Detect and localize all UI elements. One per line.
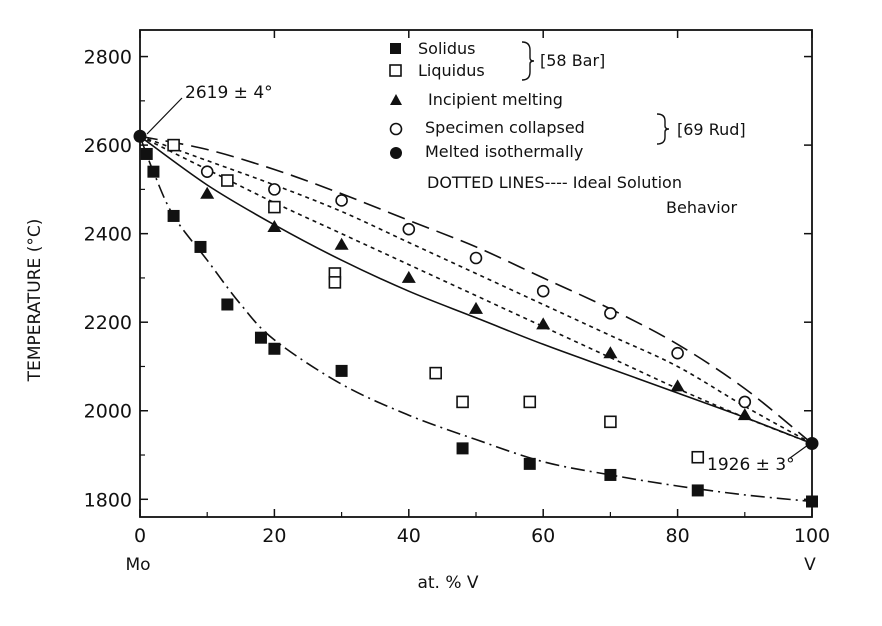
curves [139, 135, 813, 503]
point-specimen-collapsed [604, 307, 617, 320]
legend-label-solidus: Solidus [418, 39, 475, 58]
curve-solid [139, 135, 813, 445]
point-solidus [523, 457, 536, 470]
y-tick-label-1800: 1800 [84, 489, 132, 511]
point-specimen-collapsed [402, 222, 416, 236]
point-solidus [254, 331, 267, 344]
curve-dotted-upper [139, 135, 813, 445]
point-solidus [806, 495, 818, 508]
point-liquidus [221, 174, 234, 187]
x-tick-label-0: 0 [134, 525, 146, 547]
legend-note-line2: Behavior [666, 198, 737, 217]
x-tick-label-100: 100 [794, 525, 830, 547]
legend-brace-69rud [656, 113, 670, 145]
legend-label-liquidus: Liquidus [418, 61, 485, 80]
point-incipient-melting [469, 301, 483, 314]
curve-dotted-lower [139, 135, 813, 445]
point-specimen-collapsed [268, 183, 281, 196]
x-end-label-v: V [804, 555, 816, 575]
data-markers [133, 129, 819, 508]
axis-ticks: 0 20 40 60 80 100 1800 2000 2200 2400 2600 2800 [84, 30, 830, 547]
point-solidus [268, 342, 281, 355]
point-melted-isothermally [805, 437, 819, 451]
point-incipient-melting [603, 346, 618, 359]
legend-marker-solidus [390, 43, 401, 54]
x-tick-label-60: 60 [531, 525, 555, 547]
x-end-label-mo: Mo [125, 555, 150, 575]
point-liquidus [268, 200, 281, 214]
point-liquidus [328, 276, 342, 289]
point-solidus [604, 468, 617, 481]
legend-ref-58bar: [58 Bar] [540, 51, 605, 70]
curve-long-dash [139, 135, 813, 445]
point-incipient-melting [737, 408, 752, 421]
legend-brace-58bar [521, 41, 535, 81]
point-melted-isothermally [133, 129, 147, 143]
point-solidus [456, 442, 469, 455]
point-specimen-collapsed [536, 284, 550, 298]
x-axis-label: at. % V [417, 573, 478, 593]
y-tick-label-2200: 2200 [84, 312, 132, 334]
legend-marker-isothermal [390, 147, 402, 159]
legend-marker-incipient [390, 94, 402, 105]
point-solidus [147, 165, 160, 178]
y-tick-label-2400: 2400 [84, 224, 132, 246]
point-liquidus [456, 395, 469, 409]
x-tick-label-20: 20 [262, 525, 286, 547]
point-solidus [167, 209, 180, 222]
legend: Solidus Liquidus [58 Bar] Incipient melt… [389, 39, 746, 217]
annotation-v-melting-point: 1926 ± 3° [707, 455, 795, 475]
annotation-mo-melting-point: 2619 ± 4° [185, 83, 273, 103]
y-axis-label: TEMPERATURE (°C) [25, 219, 45, 383]
point-specimen-collapsed [671, 346, 684, 360]
point-solidus [691, 484, 704, 497]
legend-marker-liquidus [389, 64, 402, 77]
annotation-v-leader [789, 444, 809, 459]
point-solidus [194, 240, 207, 253]
point-liquidus [691, 450, 705, 464]
point-liquidus [167, 138, 180, 152]
point-incipient-melting [200, 186, 215, 199]
point-specimen-collapsed [200, 165, 214, 178]
point-incipient-melting [536, 317, 551, 330]
legend-label-collapsed: Specimen collapsed [425, 118, 585, 137]
x-tick-label-80: 80 [666, 525, 690, 547]
legend-note-line1: DOTTED LINES---- Ideal Solution [427, 173, 682, 192]
curve-dash-dot [139, 136, 813, 503]
point-incipient-melting [401, 270, 416, 283]
point-incipient-melting [334, 237, 349, 250]
point-liquidus [523, 395, 537, 409]
point-specimen-collapsed [469, 251, 483, 265]
legend-label-isothermal: Melted isothermally [425, 142, 583, 161]
y-tick-label-2600: 2600 [84, 135, 132, 157]
legend-marker-collapsed [389, 122, 403, 136]
point-incipient-melting [670, 379, 685, 392]
annotation-mo-leader [146, 97, 183, 135]
point-solidus [335, 364, 348, 377]
point-specimen-collapsed [738, 395, 752, 409]
point-solidus [221, 298, 234, 311]
point-liquidus [604, 415, 617, 429]
point-incipient-melting [267, 220, 282, 233]
legend-ref-69rud: [69 Rud] [677, 120, 746, 139]
y-tick-label-2000: 2000 [84, 401, 132, 423]
legend-label-incipient: Incipient melting [428, 90, 563, 109]
point-liquidus [429, 366, 442, 380]
point-solidus [140, 147, 153, 160]
y-tick-label-2800: 2800 [84, 47, 132, 69]
point-specimen-collapsed [335, 194, 348, 207]
x-tick-label-40: 40 [397, 525, 421, 547]
